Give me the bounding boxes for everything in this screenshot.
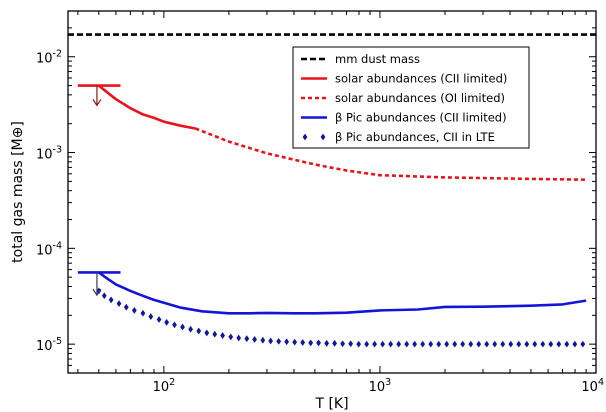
data-point (500, 340, 506, 348)
data-point (316, 339, 321, 347)
data-point (148, 313, 154, 320)
x-tick-label: 104 (581, 377, 604, 395)
data-point (364, 340, 370, 348)
data-point (396, 340, 402, 348)
data-point (420, 340, 426, 348)
data-point (436, 340, 442, 348)
data-point (212, 330, 218, 338)
legend-label: solar abundances (CII limited) (335, 72, 507, 86)
data-point (332, 339, 338, 347)
data-point (540, 340, 546, 348)
data-point (96, 287, 102, 295)
data-point (508, 340, 514, 348)
data-point (532, 340, 538, 348)
data-point (444, 340, 450, 348)
x-axis-label: T [K] (314, 396, 348, 412)
data-point (452, 340, 458, 348)
legend-label: mm dust mass (335, 52, 420, 66)
data-point (492, 340, 498, 348)
y-axis-label: total gas mass [M⊕] (10, 121, 26, 263)
data-point (180, 323, 185, 331)
data-point (580, 340, 586, 348)
y-tick-label: 10-3 (36, 145, 62, 163)
legend-label: β Pic abundances (CII limited) (335, 111, 507, 125)
y-tick-label: 10-4 (36, 240, 62, 258)
tick-labels: 102 103 104 10-5 10-4 10-3 10-2 (36, 49, 604, 395)
x-tick-label: 103 (369, 377, 392, 395)
data-point (292, 338, 298, 346)
upper-limit-arrowhead (92, 99, 102, 107)
series-line-2 (194, 127, 587, 181)
data-point (524, 340, 530, 348)
data-point (196, 327, 202, 335)
data-point (340, 340, 346, 348)
data-point (460, 340, 466, 348)
data-point (468, 340, 474, 348)
data-point (428, 340, 434, 348)
upper-limits (77, 84, 121, 297)
data-point (276, 337, 282, 345)
legend-label: solar abundances (OI limited) (335, 91, 505, 105)
data-point (404, 340, 410, 348)
data-point (131, 307, 137, 314)
data-point (356, 340, 362, 348)
data-point (572, 340, 578, 348)
data-point (236, 334, 242, 342)
data-point (123, 303, 129, 311)
data-point (380, 340, 385, 348)
data-point (220, 332, 225, 339)
data-point (252, 336, 257, 343)
data-point (324, 339, 330, 347)
data-point (116, 300, 122, 308)
series-line-1 (97, 84, 196, 130)
data-point (308, 339, 314, 347)
data-point (388, 340, 394, 348)
x-tick-label: 102 (153, 377, 176, 395)
data-point (372, 340, 378, 348)
data-point (164, 318, 170, 326)
data-point (108, 296, 114, 304)
y-tick-label: 10-5 (36, 336, 62, 354)
data-point (188, 325, 194, 333)
axis-ticks (68, 10, 597, 373)
data-point (556, 340, 562, 348)
data-point (156, 316, 162, 323)
legend-label: β Pic abundances, CII in LTE (335, 130, 495, 144)
data-point (548, 340, 554, 348)
data-point (348, 340, 354, 348)
legend-marker (302, 133, 308, 141)
series-line-3 (98, 271, 587, 315)
data-point (300, 339, 306, 346)
series-layer (68, 33, 596, 348)
data-point (140, 309, 146, 317)
data-point (268, 337, 274, 345)
data-point (412, 340, 418, 348)
data-point (172, 321, 177, 329)
data-point (101, 292, 107, 300)
upper-limit-arrowhead (92, 288, 102, 297)
data-point (284, 338, 290, 346)
data-point (244, 335, 250, 343)
data-point (516, 340, 522, 348)
data-point (228, 333, 234, 341)
data-point (564, 340, 570, 348)
data-point (476, 340, 482, 348)
legend: mm dust mass solar abundances (CII limite… (292, 46, 530, 149)
data-point (204, 329, 210, 337)
data-point (484, 340, 490, 348)
data-point (260, 336, 266, 344)
legend-box (292, 46, 530, 149)
y-tick-label: 10-2 (36, 49, 62, 67)
legend-marker (320, 133, 326, 141)
